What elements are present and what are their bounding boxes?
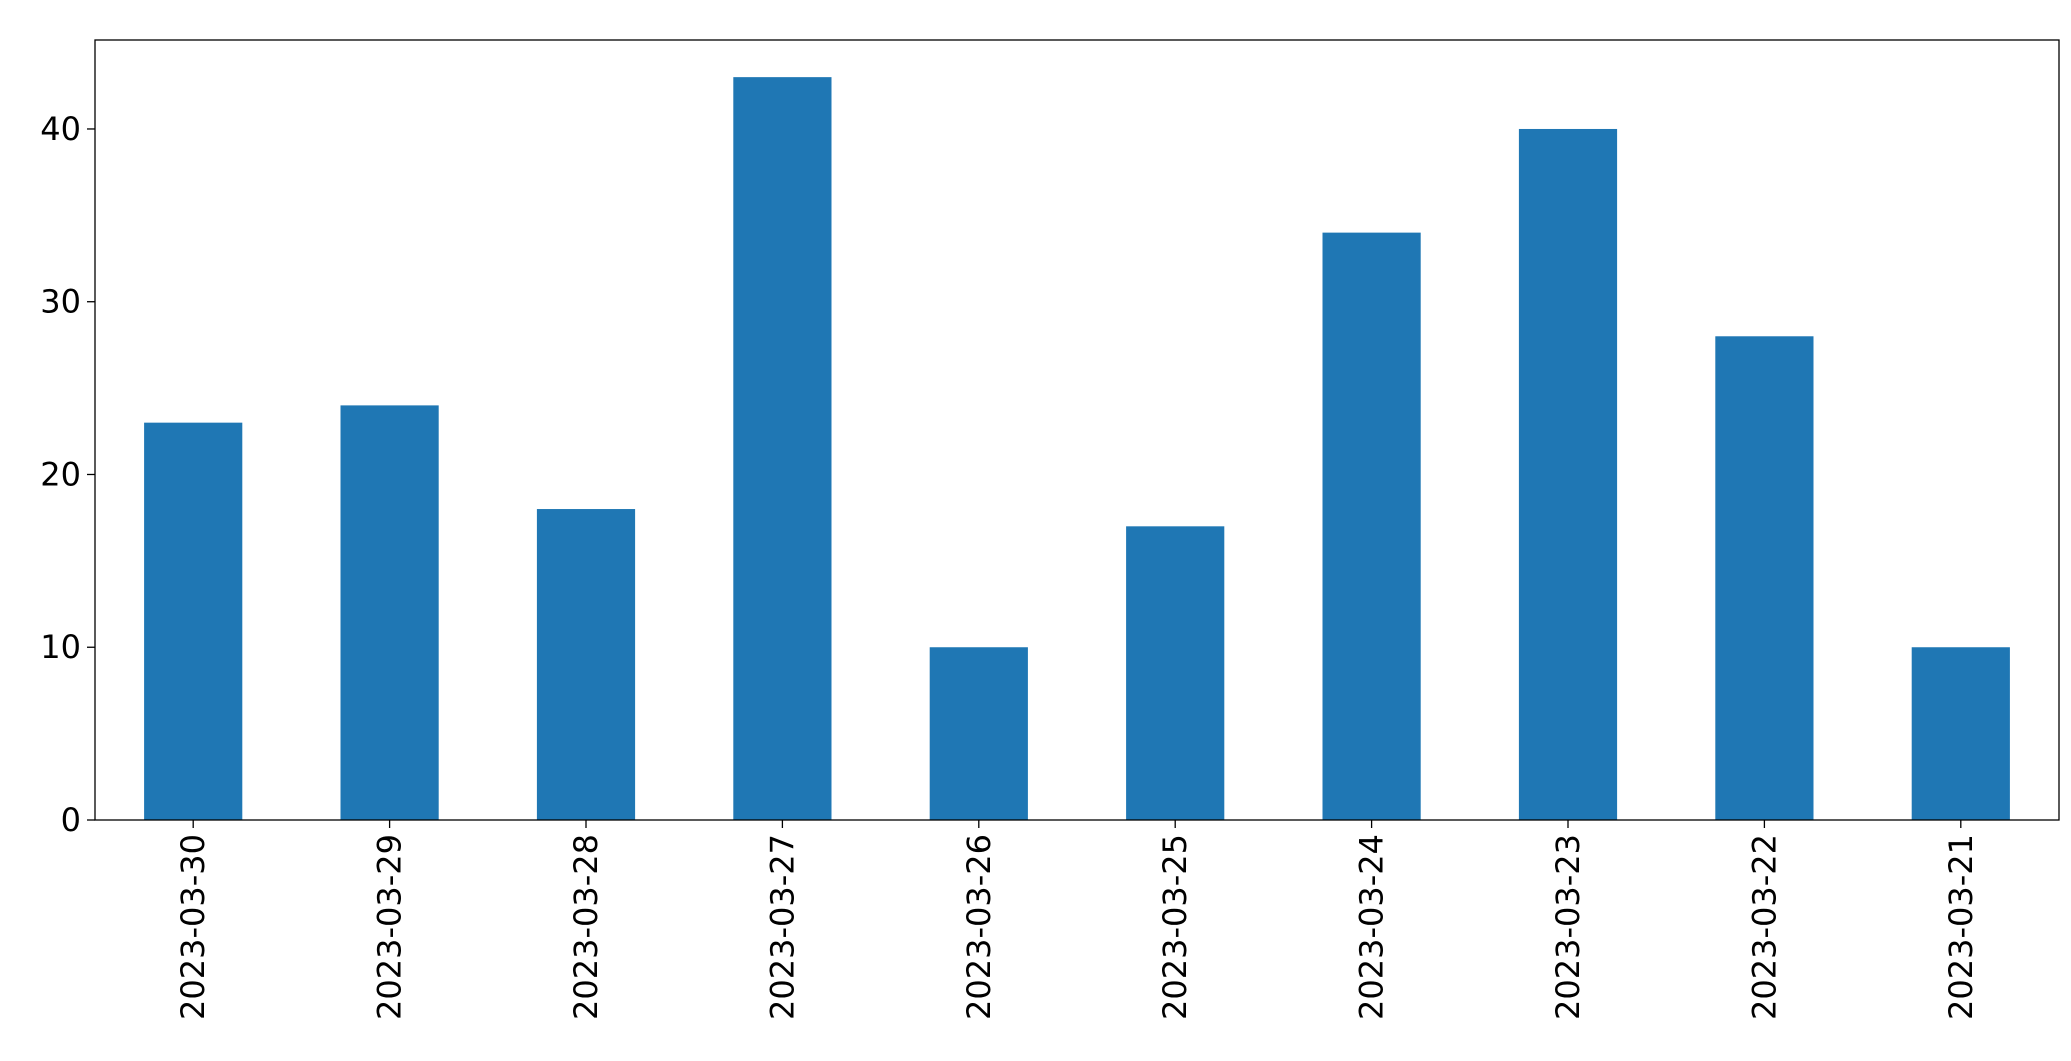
x-tick-label: 2023-03-23: [1549, 834, 1587, 1020]
bar: [536, 509, 636, 820]
bar: [1518, 128, 1618, 820]
y-tick-label: 0: [61, 801, 81, 839]
bar: [144, 422, 243, 820]
y-tick-label: 10: [40, 628, 81, 666]
x-tick-label: 2023-03-27: [763, 834, 801, 1020]
bar: [1715, 336, 1814, 820]
x-tick-label: 2023-03-29: [371, 834, 409, 1020]
bar: [1126, 526, 1225, 820]
x-tick-label: 2023-03-28: [567, 834, 605, 1020]
y-tick-label: 30: [40, 283, 81, 321]
bar: [1911, 647, 2010, 820]
x-tick-label: 2023-03-30: [174, 834, 212, 1020]
bar: [929, 647, 1028, 820]
plot-frame: [94, 39, 2060, 821]
x-tick-label: 2023-03-22: [1745, 834, 1783, 1020]
bar: [340, 405, 439, 820]
y-tick-label: 20: [40, 455, 81, 493]
y-tick-label: 40: [40, 110, 81, 148]
x-tick-label: 2023-03-21: [1942, 834, 1980, 1020]
x-tick-label: 2023-03-26: [960, 834, 998, 1020]
bar: [733, 77, 832, 820]
x-tick-label: 2023-03-24: [1353, 834, 1391, 1020]
x-tick-label: 2023-03-25: [1156, 834, 1194, 1020]
bar: [1322, 232, 1421, 821]
